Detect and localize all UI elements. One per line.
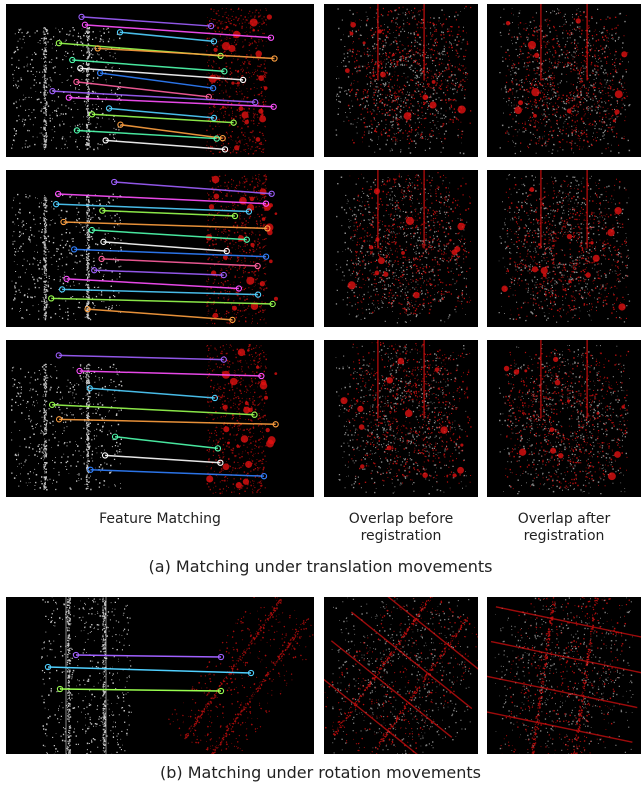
feature-matching-panel-row1 xyxy=(6,4,314,157)
feature-matching-image xyxy=(11,7,278,155)
overlap-after-panel-row2 xyxy=(487,170,641,327)
overlap-before-image xyxy=(335,170,472,324)
overlap-before-image xyxy=(335,340,472,495)
caption-feature-matching: Feature Matching xyxy=(99,511,221,527)
caption-overlap-before: Overlap before registration xyxy=(348,511,454,544)
overlap-before-panel-row1 xyxy=(324,4,478,157)
feature-matching-image xyxy=(11,174,279,325)
overlap-after-panel-row3 xyxy=(487,340,641,497)
subfigure-b-caption: (b) Matching under rotation movements xyxy=(159,763,481,782)
overlap-before-panel-row3 xyxy=(324,340,478,497)
feature-matching-panel-row2 xyxy=(6,170,314,327)
feature-matching-panel-rotation xyxy=(6,597,314,754)
overlap-after-panel-row1 xyxy=(487,4,641,157)
overlap-after-image xyxy=(498,170,631,323)
overlap-after-image xyxy=(499,4,631,155)
overlap-before-image xyxy=(335,4,472,155)
feature-matching-image xyxy=(11,344,279,495)
overlap-before-image xyxy=(324,597,478,754)
subfigure-a-caption: (a) Matching under translation movements xyxy=(148,557,493,576)
overlap-after-panel-rotation xyxy=(487,597,641,754)
overlap-after-image xyxy=(498,340,630,495)
feature-matching-panel-row3 xyxy=(6,340,314,497)
feature-matching-image xyxy=(41,597,314,754)
overlap-before-panel-row2 xyxy=(324,170,478,327)
overlap-after-image xyxy=(487,597,641,754)
caption-overlap-after: Overlap after registration xyxy=(517,511,611,544)
overlap-before-panel-rotation xyxy=(324,597,478,754)
